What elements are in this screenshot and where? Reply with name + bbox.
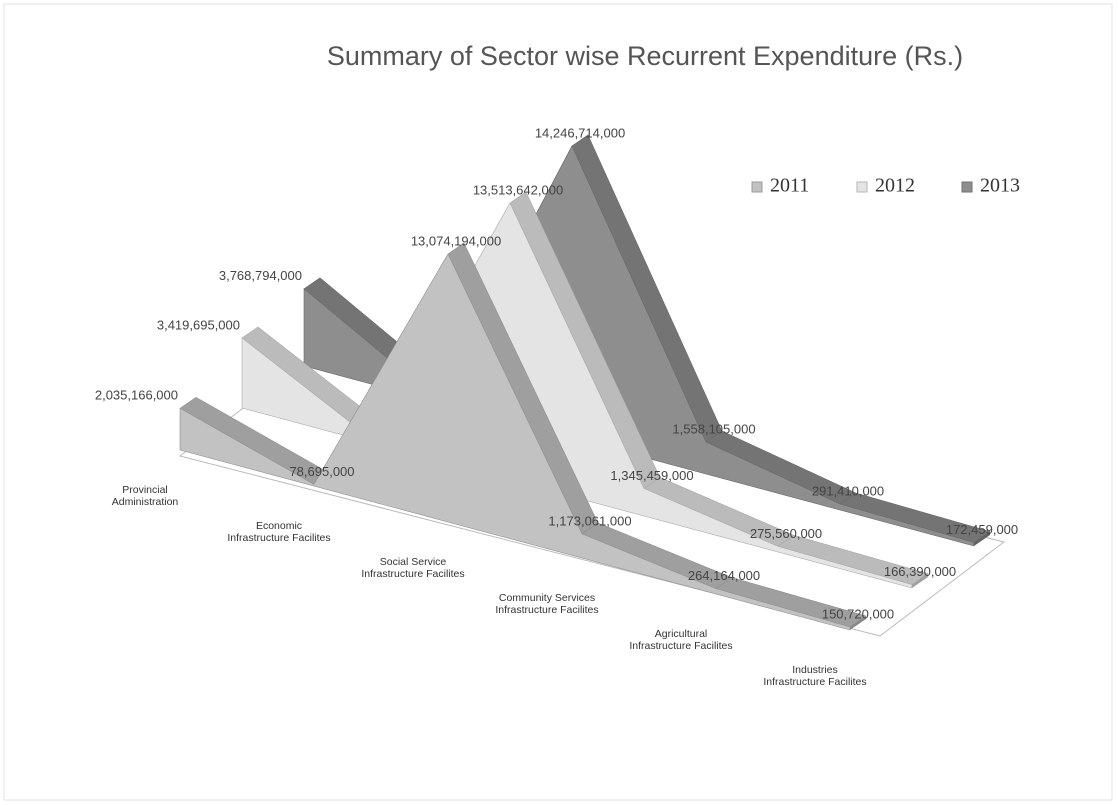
- ribbon-end: [912, 573, 928, 588]
- value-label: 291,410,000: [812, 483, 884, 498]
- value-label: 13,074,194,000: [411, 233, 501, 248]
- value-label: 3,768,794,000: [219, 268, 302, 283]
- x-tick-label: Social Service Infrastructure Facilites: [361, 556, 464, 580]
- value-label: 172,459,000: [946, 522, 1018, 537]
- ribbon-end: [850, 615, 866, 630]
- value-label: 264,164,000: [688, 568, 760, 583]
- value-label: 78,695,000: [289, 464, 354, 479]
- legend-label: 2013: [980, 175, 1020, 197]
- value-label: 275,560,000: [750, 526, 822, 541]
- legend-label: 2012: [875, 175, 915, 197]
- value-label: 14,246,714,000: [535, 125, 625, 140]
- x-tick-label: Community Services Infrastructure Facilit…: [495, 592, 598, 616]
- legend-label: 2011: [770, 175, 809, 197]
- ribbon-end: [974, 531, 990, 546]
- series: 2,035,166,000 78,695,000 13,074,194,000 1,1…: [95, 233, 894, 631]
- value-label: 3,419,695,000: [157, 317, 240, 332]
- value-label: 150,720,000: [822, 606, 894, 621]
- value-label: 2,035,166,000: [95, 388, 178, 403]
- chart-title: Summary of Sector wise Recurrent Expendi…: [327, 41, 963, 71]
- x-tick-label: Economic Infrastructure Facilites: [227, 520, 330, 544]
- x-tick-label: Provincial Administration: [112, 484, 179, 508]
- value-label: 1,173,061,000: [548, 513, 631, 528]
- legend-swatch: [961, 181, 973, 193]
- value-label: 1,345,459,000: [610, 468, 693, 483]
- legend-swatch: [856, 181, 868, 193]
- value-label: 166,390,000: [884, 564, 956, 579]
- x-tick-label: Agricultural Infrastructure Facilites: [629, 628, 732, 652]
- value-label: 13,513,642,000: [473, 182, 563, 197]
- x-tick-label: Industries Infrastructure Facilites: [763, 664, 866, 688]
- value-label: 1,558,105,000: [672, 421, 755, 436]
- legend-swatch: [751, 181, 763, 193]
